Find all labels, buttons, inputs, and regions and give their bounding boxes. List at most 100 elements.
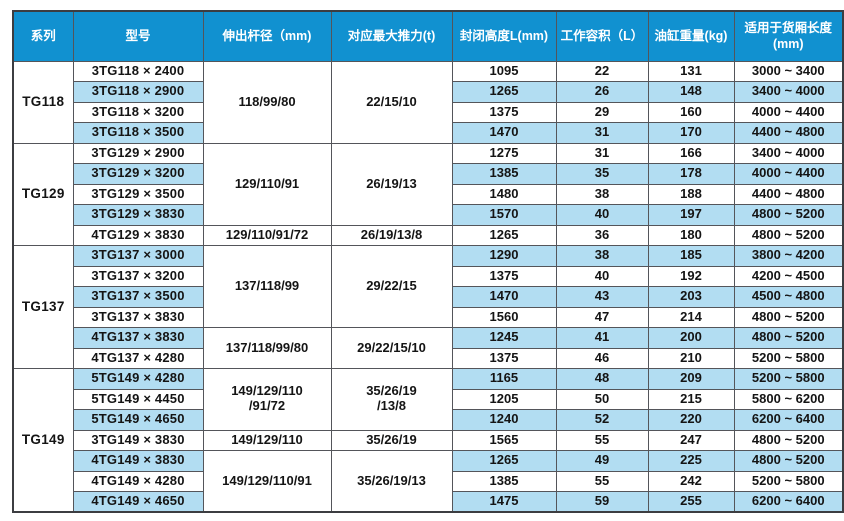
max-thrust-cell: 29/22/15 bbox=[330, 245, 453, 328]
cylinder-weight-cell: 247 bbox=[647, 429, 735, 451]
rod-diameter-cell: 137/118/99 bbox=[202, 245, 332, 328]
rod-diameter-cell: 137/118/99/80 bbox=[202, 327, 332, 369]
table-row: TG129 3TG129 × 2900 129/110/91 26/19/13 1275… bbox=[12, 142, 844, 246]
working-volume-cell: 47 bbox=[555, 306, 649, 328]
cargo-length-cell: 4800 ~ 5200 bbox=[733, 327, 844, 349]
working-volume-cell: 35 bbox=[555, 163, 649, 185]
cargo-length-cell: 5800 ~ 6200 bbox=[733, 388, 844, 410]
cylinder-weight-cell: 242 bbox=[647, 470, 735, 492]
table-row: 3TG149 × 3830 149/129/110 35/26/19 1565 55 24… bbox=[13, 429, 844, 451]
working-volume-cell: 43 bbox=[555, 286, 649, 308]
cargo-length-cell: 6200 ~ 6400 bbox=[733, 409, 844, 431]
working-volume-cell: 50 bbox=[555, 388, 649, 410]
cargo-length-cell: 4000 ~ 4400 bbox=[733, 101, 844, 123]
model-cell: 3TG137 × 3830 bbox=[72, 306, 204, 328]
model-cell: 5TG149 × 4280 bbox=[72, 368, 204, 390]
closed-height-cell: 1095 bbox=[451, 60, 557, 82]
closed-height-cell: 1240 bbox=[451, 409, 557, 431]
working-volume-cell: 26 bbox=[555, 81, 649, 103]
cylinder-weight-cell: 215 bbox=[647, 388, 735, 410]
closed-height-cell: 1470 bbox=[451, 286, 557, 308]
rod-diameter-cell: 149/129/110/91 bbox=[202, 450, 332, 513]
working-volume-cell: 36 bbox=[555, 224, 649, 246]
table-row: 5TG149 × 4450 1205 50 215 5800 ~ 6200 bbox=[13, 388, 844, 410]
model-cell: 4TG137 × 4280 bbox=[72, 347, 204, 369]
model-cell: 3TG118 × 3500 bbox=[72, 122, 204, 144]
closed-height-cell: 1385 bbox=[451, 163, 557, 185]
cylinder-weight-cell: 220 bbox=[647, 409, 735, 431]
closed-height-cell: 1570 bbox=[451, 204, 557, 226]
working-volume-cell: 52 bbox=[555, 409, 649, 431]
model-cell: 3TG137 × 3000 bbox=[72, 245, 204, 267]
header-cell-model: 型号 bbox=[72, 10, 204, 62]
table-row: 4TG149 × 4650 1475 59 255 6200 ~ 6400 bbox=[13, 491, 844, 513]
max-thrust-cell: 35/26/19/13 bbox=[330, 450, 453, 513]
model-cell: 4TG149 × 3830 bbox=[72, 450, 204, 472]
working-volume-cell: 22 bbox=[555, 60, 649, 82]
max-thrust-cell: 26/19/13 bbox=[330, 142, 453, 226]
cargo-length-cell: 5200 ~ 5800 bbox=[733, 470, 844, 492]
cargo-length-cell: 3400 ~ 4000 bbox=[733, 142, 844, 164]
table-row: 4TG137 × 4280 1375 46 210 5200 ~ 5800 bbox=[13, 347, 844, 369]
table-header-row: 系列 型号 伸出杆径（mm) 对应最大推力(t) 封闭高度L(mm) 工作容积（L） 油缸重… bbox=[12, 10, 844, 62]
closed-height-cell: 1275 bbox=[451, 142, 557, 164]
model-cell: 3TG149 × 3830 bbox=[72, 429, 204, 451]
closed-height-cell: 1375 bbox=[451, 101, 557, 123]
model-cell: 3TG129 × 2900 bbox=[72, 142, 204, 164]
header-cell-rod-diameter: 伸出杆径（mm) bbox=[202, 10, 332, 62]
working-volume-cell: 31 bbox=[555, 142, 649, 164]
working-volume-cell: 31 bbox=[555, 122, 649, 144]
table-row: TG149 5TG149 × 4280 149/129/110 /91/72 35/2… bbox=[12, 368, 844, 513]
header-cell-cargo-length: 适用于货厢长度 (mm) bbox=[733, 10, 844, 62]
cylinder-weight-cell: 170 bbox=[647, 122, 735, 144]
closed-height-cell: 1245 bbox=[451, 327, 557, 349]
working-volume-cell: 55 bbox=[555, 429, 649, 451]
header-cell-working-volume: 工作容积（L） bbox=[555, 10, 649, 62]
table-row: 4TG149 × 3830 149/129/110/91 35/26/19/13 12… bbox=[13, 450, 844, 513]
table-row: 3TG129 × 3200 1385 35 178 4000 ~ 4400 bbox=[13, 163, 844, 185]
working-volume-cell: 59 bbox=[555, 491, 649, 513]
table-row: 3TG137 × 3200 1375 40 192 4200 ~ 4500 bbox=[13, 265, 844, 287]
closed-height-cell: 1165 bbox=[451, 368, 557, 390]
model-cell: 5TG149 × 4650 bbox=[72, 409, 204, 431]
cylinder-weight-cell: 192 bbox=[647, 265, 735, 287]
closed-height-cell: 1565 bbox=[451, 429, 557, 451]
cargo-length-cell: 4200 ~ 4500 bbox=[733, 265, 844, 287]
model-cell: 3TG129 × 3500 bbox=[72, 183, 204, 205]
working-volume-cell: 40 bbox=[555, 265, 649, 287]
cargo-length-cell: 5200 ~ 5800 bbox=[733, 368, 844, 390]
cylinder-weight-cell: 148 bbox=[647, 81, 735, 103]
cylinder-weight-cell: 255 bbox=[647, 491, 735, 513]
cylinder-weight-cell: 210 bbox=[647, 347, 735, 369]
max-thrust-cell: 35/26/19 bbox=[330, 429, 453, 451]
cargo-length-cell: 4500 ~ 4800 bbox=[733, 286, 844, 308]
model-cell: 3TG129 × 3200 bbox=[72, 163, 204, 185]
rod-diameter-cell: 129/110/91/72 bbox=[202, 224, 332, 246]
cargo-length-cell: 3400 ~ 4000 bbox=[733, 81, 844, 103]
header-cell-closed-height: 封闭高度L(mm) bbox=[451, 10, 557, 62]
cargo-length-cell: 3800 ~ 4200 bbox=[733, 245, 844, 267]
cargo-length-cell: 4800 ~ 5200 bbox=[733, 224, 844, 246]
model-cell: 3TG118 × 2400 bbox=[72, 60, 204, 82]
cargo-length-cell: 4400 ~ 4800 bbox=[733, 183, 844, 205]
working-volume-cell: 41 bbox=[555, 327, 649, 349]
working-volume-cell: 48 bbox=[555, 368, 649, 390]
model-cell: 3TG118 × 2900 bbox=[72, 81, 204, 103]
series-cell: TG137 bbox=[12, 245, 74, 369]
series-cell: TG149 bbox=[12, 368, 74, 513]
closed-height-cell: 1470 bbox=[451, 122, 557, 144]
closed-height-cell: 1385 bbox=[451, 470, 557, 492]
closed-height-cell: 1265 bbox=[451, 450, 557, 472]
table-row: TG137 3TG137 × 3000 137/118/99 29/22/15 1290… bbox=[12, 245, 844, 369]
cylinder-weight-cell: 180 bbox=[647, 224, 735, 246]
table-row: 5TG149 × 4650 1240 52 220 6200 ~ 6400 bbox=[13, 409, 844, 431]
cylinder-weight-cell: 178 bbox=[647, 163, 735, 185]
header-cell-cylinder-weight: 油缸重量(kg) bbox=[647, 10, 735, 62]
model-cell: 4TG137 × 3830 bbox=[72, 327, 204, 349]
rod-diameter-cell: 118/99/80 bbox=[202, 60, 332, 144]
page: 系列 型号 伸出杆径（mm) 对应最大推力(t) 封闭高度L(mm) 工作容积（L） 油缸重… bbox=[12, 10, 844, 513]
cargo-length-cell: 4800 ~ 5200 bbox=[733, 306, 844, 328]
max-thrust-cell: 29/22/15/10 bbox=[330, 327, 453, 369]
model-cell: 3TG118 × 3200 bbox=[72, 101, 204, 123]
working-volume-cell: 46 bbox=[555, 347, 649, 369]
